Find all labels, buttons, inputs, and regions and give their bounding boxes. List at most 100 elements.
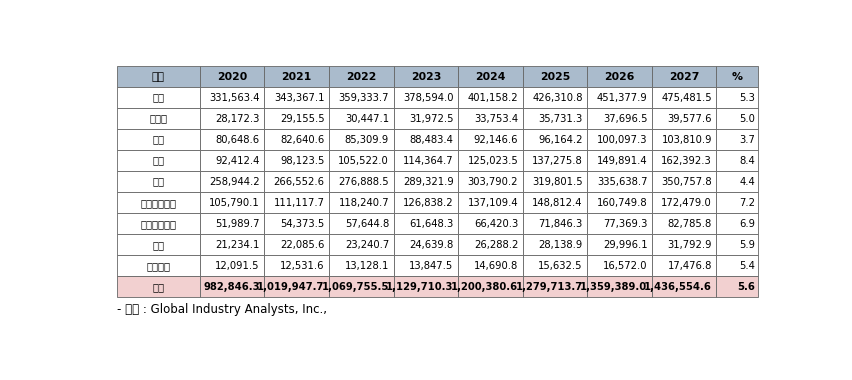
Bar [264,108,329,129]
Bar [522,213,587,234]
Bar [522,66,587,87]
Text: 21,234.1: 21,234.1 [216,240,260,250]
Text: 5.0: 5.0 [738,114,754,124]
Bar [393,255,458,276]
Text: 148,812.4: 148,812.4 [532,198,582,208]
Bar [651,87,716,108]
Text: 82,640.6: 82,640.6 [279,135,324,145]
Text: %: % [731,71,742,82]
Bar [716,150,757,171]
Text: 합계: 합계 [152,282,164,292]
Text: 26,288.2: 26,288.2 [473,240,518,250]
Bar [393,150,458,171]
Bar [393,276,458,297]
Bar [458,213,522,234]
Bar [393,129,458,150]
Text: 중국: 중국 [152,156,164,166]
Text: 일본: 일본 [152,135,164,145]
Text: 54,373.5: 54,373.5 [279,218,324,229]
Text: 24,639.8: 24,639.8 [409,240,453,250]
Text: 88,483.4: 88,483.4 [409,135,453,145]
Text: 12,091.5: 12,091.5 [215,261,260,271]
Text: 미국: 미국 [152,93,164,103]
Text: 1,129,710.3: 1,129,710.3 [386,282,453,292]
Bar [716,255,757,276]
Text: 77,369.3: 77,369.3 [602,218,647,229]
Bar [716,192,757,213]
Bar [264,171,329,192]
Bar [329,129,393,150]
Bar [522,171,587,192]
Bar [264,213,329,234]
Text: 162,392.3: 162,392.3 [660,156,711,166]
Bar [329,192,393,213]
Bar [716,108,757,129]
Bar [117,108,199,129]
Text: 29,996.1: 29,996.1 [602,240,647,250]
Text: 172,479.0: 172,479.0 [660,198,711,208]
Text: 31,792.9: 31,792.9 [667,240,711,250]
Bar [651,213,716,234]
Text: 350,757.8: 350,757.8 [660,177,711,187]
Bar [458,108,522,129]
Bar [329,87,393,108]
Text: 96,164.2: 96,164.2 [538,135,582,145]
Bar [651,234,716,255]
Bar [651,171,716,192]
Bar [522,87,587,108]
Bar [199,108,264,129]
Bar [199,234,264,255]
Bar [117,150,199,171]
Text: 2024: 2024 [475,71,505,82]
Text: 335,638.7: 335,638.7 [596,177,647,187]
Bar [587,108,651,129]
Text: 100,097.3: 100,097.3 [596,135,647,145]
Bar [651,276,716,297]
Text: 137,109.4: 137,109.4 [467,198,518,208]
Bar [587,66,651,87]
Bar [329,108,393,129]
Bar [522,192,587,213]
Text: 2026: 2026 [604,71,634,82]
Text: 유럽: 유럽 [152,177,164,187]
Text: 7.2: 7.2 [738,198,754,208]
Bar [393,66,458,87]
Bar [264,87,329,108]
Text: 2027: 2027 [668,71,699,82]
Text: 401,158.2: 401,158.2 [467,93,518,103]
Bar [458,192,522,213]
Bar [587,150,651,171]
Text: 92,146.6: 92,146.6 [473,135,518,145]
Text: 149,891.4: 149,891.4 [596,156,647,166]
Bar [458,276,522,297]
Bar [329,234,393,255]
Bar [522,276,587,297]
Text: 426,310.8: 426,310.8 [532,93,582,103]
Bar [393,234,458,255]
Bar [651,108,716,129]
Bar [199,87,264,108]
Text: 276,888.5: 276,888.5 [338,177,389,187]
Bar [587,171,651,192]
Text: 2025: 2025 [539,71,569,82]
Text: 289,321.9: 289,321.9 [402,177,453,187]
Text: 258,944.2: 258,944.2 [209,177,260,187]
Bar [587,192,651,213]
Bar [716,66,757,87]
Text: 아프리카: 아프리카 [146,261,170,271]
Text: 39,577.6: 39,577.6 [667,114,711,124]
Text: 2022: 2022 [346,71,376,82]
Bar [587,276,651,297]
Bar [587,255,651,276]
Bar [651,255,716,276]
Bar [716,213,757,234]
Bar [458,129,522,150]
Text: 31,972.5: 31,972.5 [409,114,453,124]
Bar [199,150,264,171]
Text: 1,279,713.7: 1,279,713.7 [515,282,582,292]
Text: 29,155.5: 29,155.5 [279,114,324,124]
Bar [651,150,716,171]
Text: 13,847.5: 13,847.5 [409,261,453,271]
Text: 137,275.8: 137,275.8 [532,156,582,166]
Text: 16,572.0: 16,572.0 [602,261,647,271]
